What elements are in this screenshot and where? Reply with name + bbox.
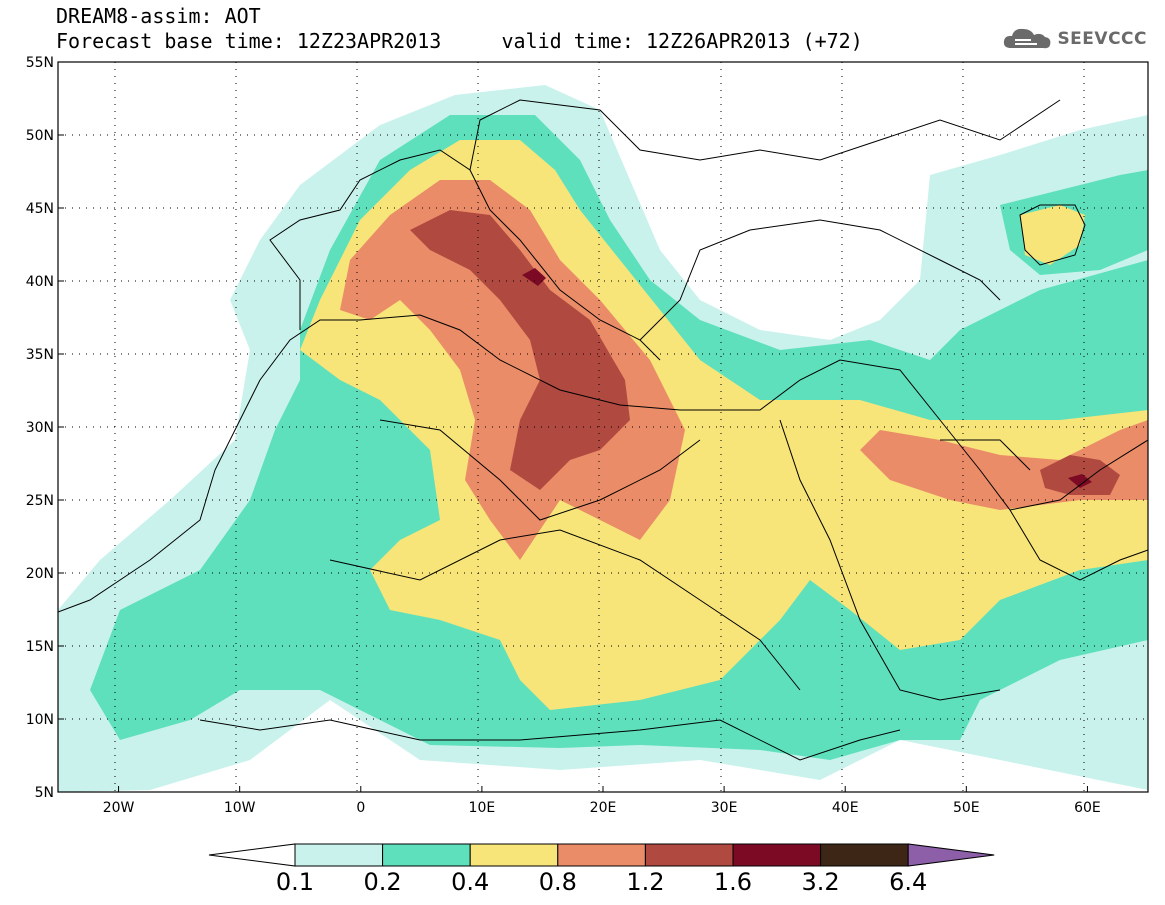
colorbar-swatch-2 <box>469 843 559 867</box>
lon-tick-label: 40E <box>832 800 859 816</box>
colorbar-level-label: 0.8 <box>539 868 577 896</box>
lat-tick-label: 40N <box>26 274 54 290</box>
lat-tick-label: 50N <box>26 128 54 144</box>
coastlines <box>58 99 1148 761</box>
colorbar-swatch-1 <box>382 843 471 867</box>
lat-axis: 55N 50N 45N 40N 35N 30N 25N 20N 15N 10N 5N <box>26 55 64 801</box>
aot-contour-1.2 <box>410 210 630 490</box>
aot-contour-0.8 <box>340 180 685 560</box>
colorbar-level-label: 1.6 <box>714 868 752 896</box>
lon-axis: 20W 10W 0 10E 20E 30E 40E 50E 60E <box>103 786 1101 816</box>
grid-lines <box>58 62 1148 792</box>
map-plot-area <box>58 62 1148 792</box>
lat-tick-label: 15N <box>26 639 54 655</box>
aot-contour-1.6-gulf <box>1068 474 1092 488</box>
lat-tick-label: 20N <box>26 566 54 582</box>
seevccc-logo: SEEVCCC <box>1001 24 1147 54</box>
lat-tick-label: 45N <box>26 201 54 217</box>
lon-tick-label: 10W <box>224 800 256 816</box>
lat-tick-label: 30N <box>26 420 54 436</box>
lon-tick-label: 30E <box>711 800 738 816</box>
chart-title: DREAM8-assim: AOT <box>56 4 261 28</box>
colorbar-max-arrow <box>907 843 995 867</box>
colorbar-swatch-3 <box>557 843 646 867</box>
cloud-icon <box>1004 28 1051 49</box>
lat-tick-label: 5N <box>35 785 54 801</box>
lat-tick-label: 10N <box>26 712 54 728</box>
chart-subtitle: Forecast base time: 12Z23APR2013 valid t… <box>56 29 863 53</box>
lon-tick-label: 50E <box>953 800 980 816</box>
colorbar-min-arrow <box>208 843 296 867</box>
colorbar-swatch-4 <box>644 843 734 867</box>
colorbar-level-label: 1.2 <box>626 868 664 896</box>
colorbar-level-label: 0.1 <box>276 868 314 896</box>
lat-tick-label: 35N <box>26 347 54 363</box>
logo-text: SEEVCCC <box>1057 29 1147 49</box>
colorbar-swatch-6 <box>820 843 909 867</box>
lon-tick-label: 20E <box>590 800 617 816</box>
lon-tick-label: 60E <box>1074 800 1101 816</box>
lat-tick-label: 25N <box>26 493 54 509</box>
aot-contour-0.4-caspian <box>1020 205 1085 265</box>
colorbar-level-label: 0.4 <box>451 868 489 896</box>
aot-contour-1.6 <box>522 268 546 286</box>
colorbar-level-label: 0.2 <box>364 868 402 896</box>
lon-tick-label: 20W <box>103 800 135 816</box>
colorbar-swatch-5 <box>732 843 822 867</box>
lon-tick-label: 10E <box>469 800 496 816</box>
colorbar-level-label: 3.2 <box>802 868 840 896</box>
colorbar: 0.1 0.2 0.4 0.8 1.2 1.6 3.2 6.4 <box>208 843 995 896</box>
lat-tick-label: 55N <box>26 55 54 71</box>
colorbar-level-label: 6.4 <box>889 868 927 896</box>
colorbar-swatch-0 <box>294 843 384 867</box>
lon-tick-label: 0 <box>356 800 365 816</box>
